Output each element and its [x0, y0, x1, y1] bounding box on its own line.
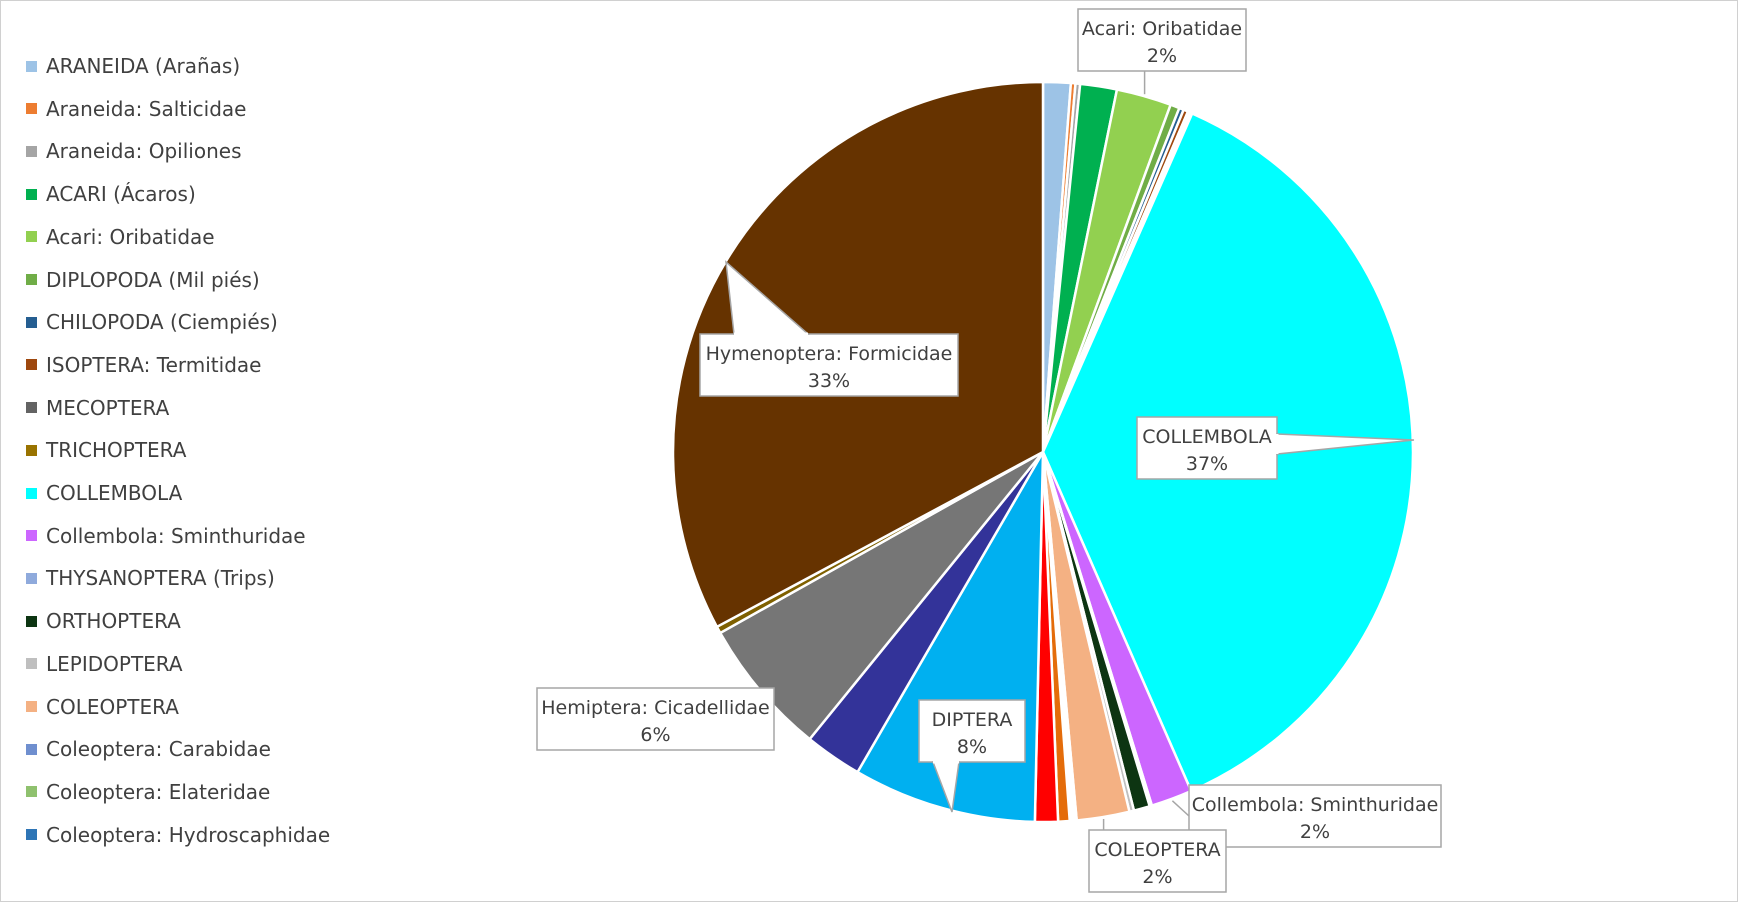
legend-item-coleoptera-elateridae: Coleoptera: Elateridae [26, 777, 270, 807]
legend-label: ORTHOPTERA [46, 609, 181, 634]
legend-swatch [26, 231, 37, 243]
legend-label: LEPIDOPTERA [46, 651, 183, 676]
label-name: Collembola: Sminthuridae [1192, 794, 1439, 816]
legend-swatch [26, 487, 37, 499]
legend-swatch [26, 274, 37, 285]
data-label-diptera: DIPTERA 8% [918, 699, 1026, 813]
label-name: COLEOPTERA [1094, 839, 1220, 861]
legend-swatch [26, 701, 37, 712]
label-box [536, 687, 775, 751]
legend-swatch [26, 786, 37, 798]
legend-label: ISOPTERA: Termitidae [46, 352, 262, 377]
legend-label: Araneida: Salticidae [46, 96, 247, 121]
data-callouts: Acari: Oribatidae 2% COLLEMBOLA 37% Collembo… [536, 8, 1442, 893]
label-name: Hemiptera: Cicadellidae [541, 697, 769, 719]
legend-swatch [26, 60, 37, 72]
legend-label: COLLEMBOLA [46, 481, 183, 505]
label-percent: 2% [1300, 821, 1330, 843]
legend-item-diplopoda-mil-pi-s: DIPLOPODA (Mil piés) [26, 265, 260, 295]
legend-item-acari-caros: ACARI (Ácaros) [26, 179, 196, 209]
legend-swatch [26, 572, 37, 584]
legend-item-coleoptera: COLEOPTERA [26, 692, 179, 722]
data-label-hymenoptera-formicidae: Hymenoptera: Formicidae 33% [699, 260, 959, 397]
legend-item-collembola-sminthuridae: Collembola: Sminthuridae [26, 521, 306, 551]
label-name: DIPTERA [932, 709, 1013, 731]
data-label-collembola-sminthuridae: Collembola: Sminthuridae 2% [1171, 784, 1442, 848]
legend-label: Acari: Oribatidae [46, 224, 215, 249]
label-name: Acari: Oribatidae [1082, 18, 1242, 40]
legend-swatch [26, 145, 37, 157]
legend-label: DIPLOPODA (Mil piés) [46, 267, 260, 292]
label-percent: 8% [957, 736, 987, 758]
legend-item-mecoptera: MECOPTERA [26, 393, 169, 423]
legend-item-araneida-salticidae: Araneida: Salticidae [26, 94, 246, 124]
legend-swatch [26, 103, 37, 115]
legend-swatch [26, 530, 37, 542]
legend-label: Araneida: Opiliones [46, 139, 242, 164]
legend-label: Collembola: Sminthuridae [46, 523, 306, 548]
data-label-hemiptera-cicadellidae: Hemiptera: Cicadellidae 6% [536, 687, 775, 751]
legend-label: COLEOPTERA [46, 694, 179, 719]
label-name: Hymenoptera: Formicidae [706, 343, 953, 365]
legend-item-trichoptera: TRICHOPTERA [26, 435, 186, 465]
label-box [918, 699, 1026, 763]
label-name: COLLEMBOLA [1142, 426, 1271, 448]
label-box [699, 333, 959, 397]
legend-label: Coleoptera: Hydroscaphidae [46, 822, 331, 847]
legend-item-coleoptera-carabidae: Coleoptera: Carabidae [26, 734, 271, 764]
legend-swatch [26, 658, 37, 670]
data-label-collembola: COLLEMBOLA 37% [1136, 416, 1415, 480]
legend-label: Coleoptera: Carabidae [46, 737, 271, 762]
label-box [1077, 8, 1247, 72]
label-percent: 6% [640, 724, 670, 746]
legend-swatch [26, 402, 37, 414]
data-label-acari-oribatidae: Acari: Oribatidae 2% [1077, 8, 1247, 95]
legend-item-collembola: COLLEMBOLA [26, 478, 182, 508]
label-percent: 37% [1186, 453, 1228, 475]
legend-swatch [26, 316, 37, 328]
label-percent: 2% [1147, 45, 1177, 67]
label-box [1188, 784, 1442, 848]
legend-item-isoptera-termitidae: ISOPTERA: Termitidae [26, 350, 261, 380]
legend-item-lepidoptera: LEPIDOPTERA [26, 649, 183, 679]
leader-line [1171, 800, 1190, 817]
legend-label: ARANEIDA (Arañas) [46, 54, 241, 78]
legend-label: CHILOPODA (Ciempiés) [46, 310, 278, 335]
legend-item-coleoptera-hydroscaphidae: Coleoptera: Hydroscaphidae [26, 820, 330, 850]
legend-item-acari-oribatidae: Acari: Oribatidae [26, 222, 215, 252]
legend-label: TRICHOPTERA [46, 438, 187, 463]
label-percent: 2% [1142, 866, 1172, 888]
legend-item-thysanoptera-trips: THYSANOPTERA (Trips) [26, 563, 275, 593]
legend-swatch [26, 444, 37, 456]
label-percent: 33% [808, 370, 850, 392]
legend-item-orthoptera: ORTHOPTERA [26, 606, 181, 636]
legend-label: ACARI (Ácaros) [46, 182, 196, 207]
legend-label: Coleoptera: Elateridae [46, 779, 271, 804]
legend-swatch [26, 743, 37, 755]
legend-swatch [26, 615, 37, 627]
legend-item-araneida-opiliones: Araneida: Opiliones [26, 136, 242, 166]
legend-item-chilopoda-ciempi-s: CHILOPODA (Ciempiés) [26, 307, 278, 337]
legend-label: THYSANOPTERA (Trips) [46, 566, 275, 591]
legend-item-araneida-ara-as: ARANEIDA (Arañas) [26, 51, 240, 81]
legend-swatch [26, 359, 37, 371]
legend-swatch [26, 829, 37, 841]
legend-swatch [26, 188, 37, 200]
legend-label: MECOPTERA [46, 395, 170, 420]
label-box [1088, 829, 1227, 893]
data-label-coleoptera: COLEOPTERA 2% [1088, 819, 1227, 893]
